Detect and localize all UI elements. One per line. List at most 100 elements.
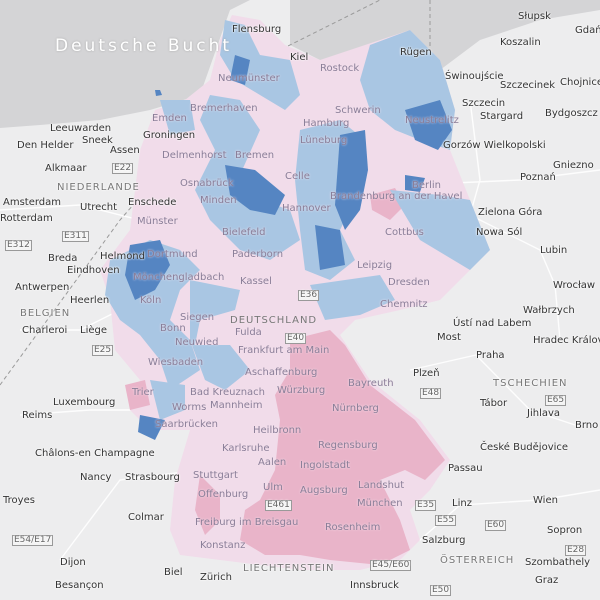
place-label-freiburg-im-breisgau: Freiburg im Breisgau [195, 517, 299, 528]
place-label-dresden: Dresden [388, 277, 430, 288]
road-shield: E461 [265, 500, 292, 511]
sea-label: Deutsche Bucht [55, 36, 233, 56]
place-label-zürich: Zürich [200, 572, 232, 583]
place-label-zielona-góra: Zielona Góra [478, 207, 543, 218]
place-label-aalen: Aalen [258, 457, 287, 468]
place-label-chemnitz: Chemnitz [380, 299, 428, 310]
place-label-słupsk: Słupsk [518, 11, 551, 22]
place-label-hradec-králové: Hradec Králové [533, 335, 600, 346]
region-pink-trier[interactable] [125, 380, 150, 410]
place-label-karlsruhe: Karlsruhe [222, 443, 270, 454]
place-label-berlin: Berlin [412, 180, 442, 191]
place-label-würzburg: Würzburg [277, 385, 326, 396]
place-label-österreich: ÖSTERREICH [440, 555, 515, 566]
place-label-assen: Assen [110, 145, 140, 156]
place-label-chojnice: Chojnice [560, 77, 600, 88]
place-label-stuttgart: Stuttgart [193, 470, 238, 481]
place-label-nancy: Nancy [80, 472, 112, 483]
road-shield: E40 [285, 333, 307, 344]
place-label-rosenheim: Rosenheim [325, 522, 381, 533]
place-label-luxembourg: Luxembourg [53, 397, 116, 408]
place-label-bremen: Bremen [235, 150, 275, 161]
place-label-praha: Praha [476, 350, 505, 361]
place-label-heerlen: Heerlen [70, 295, 110, 306]
place-label-frankfurt-am-main: Frankfurt am Main [238, 345, 330, 356]
place-label-świnoujście: Świnoujście [445, 71, 504, 82]
place-label-sneek: Sneek [82, 135, 113, 146]
place-label-české-budějovice: České Budějovice [480, 442, 569, 453]
road-shield: E28 [565, 545, 587, 556]
place-label-heilbronn: Heilbronn [253, 425, 302, 436]
place-label-siegen: Siegen [180, 312, 215, 323]
place-label-cottbus: Cottbus [385, 227, 424, 238]
place-label-charleroi: Charleroi [22, 325, 68, 336]
place-label-wrocław: Wrocław [553, 280, 596, 291]
place-label-bielefeld: Bielefeld [222, 227, 266, 238]
place-label-besan-on: Besançon [55, 580, 104, 591]
place-label-enschede: Enschede [128, 197, 177, 208]
place-label-augsburg: Augsburg [300, 485, 348, 496]
road-shield: E65 [545, 395, 567, 406]
place-label-bydgoszcz: Bydgoszcz [545, 108, 598, 119]
place-label-liechtenstein: LIECHTENSTEIN [243, 563, 335, 574]
place-label-leeuwarden: Leeuwarden [50, 123, 112, 134]
place-label-neustrelitz: Neustrelitz [405, 115, 459, 126]
road-shield: E55 [435, 515, 457, 526]
place-label-innsbruck: Innsbruck [350, 580, 399, 591]
road-shield: E60 [485, 520, 507, 531]
place-label-wien: Wien [533, 495, 558, 506]
place-label-plze-: Plzeň [413, 368, 440, 379]
place-label-wiesbaden: Wiesbaden [148, 357, 204, 368]
region-pink-bw[interactable] [195, 475, 220, 535]
place-label-saarbrücken: Saarbrücken [155, 419, 218, 430]
place-label-münchen: München [357, 498, 403, 509]
road-shield: E311 [62, 231, 89, 242]
place-label-nowa-sól: Nowa Sól [476, 227, 523, 238]
place-label-kassel: Kassel [240, 276, 272, 287]
place-label-flensburg: Flensburg [232, 24, 282, 35]
place-label-niederlande: NIEDERLANDE [57, 182, 140, 193]
place-label-landshut: Landshut [358, 480, 405, 491]
place-label-fulda: Fulda [235, 327, 262, 338]
place-label-neuwied: Neuwied [175, 337, 219, 348]
place-label-dijon: Dijon [60, 557, 86, 568]
place-label-szczecinek: Szczecinek [500, 80, 556, 91]
place-label-strasbourg: Strasbourg [125, 472, 180, 483]
place-label-colmar: Colmar [128, 512, 164, 523]
place-label-stargard: Stargard [480, 111, 524, 122]
road-shield: E54/E17 [12, 535, 54, 546]
place-label-nürnberg: Nürnberg [332, 403, 379, 414]
place-label-tschechien: TSCHECHIEN [493, 378, 568, 389]
road-shield: E25 [92, 345, 114, 356]
place-label-lüneburg: Lüneburg [300, 135, 348, 146]
place-label-belgien: BELGIEN [20, 308, 71, 319]
place-label-liège: Liège [80, 325, 108, 336]
place-label-dortmund: Dortmund [147, 249, 198, 260]
place-label-brandenburg-an-der-havel: Brandenburg an der Havel [330, 191, 463, 202]
place-label-eindhoven: Eindhoven [67, 265, 120, 276]
region-dark-blue[interactable] [125, 55, 452, 440]
road-shield: E45/E60 [370, 560, 412, 571]
place-label-paderborn: Paderborn [232, 249, 284, 260]
place-label-passau: Passau [448, 463, 483, 474]
place-label-jihlava: Jihlava [527, 408, 561, 419]
place-label-konstanz: Konstanz [200, 540, 246, 551]
place-label-gniezno: Gniezno [553, 160, 594, 171]
place-label-osnabrück: Osnabrück [180, 178, 234, 189]
place-label-most: Most [437, 332, 461, 343]
place-label-bad-kreuznach: Bad Kreuznach [190, 387, 266, 398]
place-label-münster: Münster [137, 216, 178, 227]
place-label-antwerpen: Antwerpen [15, 282, 70, 293]
place-label-bayreuth: Bayreuth [348, 378, 394, 389]
place-label-poznań: Poznań [520, 172, 556, 183]
place-label-ch-lons-en-champagne: Châlons-en Champagne [35, 448, 155, 459]
place-label-mannheim: Mannheim [210, 400, 263, 411]
place-label-rügen: Rügen [400, 47, 432, 58]
road-shield: E50 [430, 585, 452, 596]
place-label-troyes: Troyes [3, 495, 35, 506]
place-label-aschaffenburg: Aschaffenburg [245, 367, 318, 378]
place-label-szombathely: Szombathely [525, 557, 591, 568]
place-label-utrecht: Utrecht [80, 202, 118, 213]
place-label-minden: Minden [200, 195, 237, 206]
